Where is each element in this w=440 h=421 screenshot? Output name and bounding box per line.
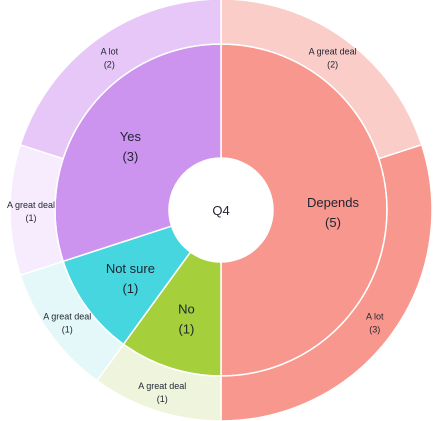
inner-ring xyxy=(54,43,388,377)
outer-label-yes-a-lot-line: (2) xyxy=(104,59,115,69)
labels: Depends (5)A great deal (2)A lot (3)No (1)A … xyxy=(7,46,384,403)
outer-slice-yes-a-lot xyxy=(19,0,222,160)
inner-label-depends: Depends (5) xyxy=(307,195,360,230)
outer-label-depends-a-great-deal-line: A great deal xyxy=(309,46,357,56)
outer-label-yes-a-great-deal-line: (1) xyxy=(26,213,37,223)
center-label: Q4 xyxy=(212,203,229,218)
outer-label-no-a-great-deal: A great deal (1) xyxy=(138,381,186,404)
outer-label-not-sure-a-great-deal: A great deal (1) xyxy=(43,312,91,335)
inner-label-not-sure-line: (1) xyxy=(122,281,138,296)
inner-label-depends-line: (5) xyxy=(325,215,341,230)
inner-label-no: No (1) xyxy=(178,302,195,337)
outer-label-yes-a-great-deal: A great deal (1) xyxy=(7,200,55,223)
inner-label-depends-line: Depends xyxy=(307,195,360,210)
outer-label-depends-a-great-deal: A great deal (2) xyxy=(309,46,357,69)
outer-label-depends-a-lot: A lot (3) xyxy=(366,312,384,335)
outer-label-depends-a-lot-line: (3) xyxy=(369,325,380,335)
outer-ring xyxy=(9,0,433,421)
inner-label-not-sure-line: Not sure xyxy=(106,261,155,276)
inner-label-no-line: (1) xyxy=(178,322,194,337)
outer-label-yes-a-lot: A lot (2) xyxy=(101,46,119,69)
inner-label-yes-line: (3) xyxy=(122,149,138,164)
center-hole xyxy=(169,158,273,262)
outer-label-yes-a-great-deal-line: A great deal xyxy=(7,200,55,210)
outer-label-no-a-great-deal-line: (1) xyxy=(157,394,168,404)
inner-label-not-sure: Not sure (1) xyxy=(106,261,155,296)
inner-label-no-line: No xyxy=(178,302,195,317)
inner-label-yes-line: Yes xyxy=(120,129,142,144)
outer-label-yes-a-lot-line: A lot xyxy=(101,46,119,56)
outer-label-depends-a-lot-line: A lot xyxy=(366,312,384,322)
outer-label-not-sure-a-great-deal-line: (1) xyxy=(62,325,73,335)
outer-label-no-a-great-deal-line: A great deal xyxy=(138,381,186,391)
outer-label-not-sure-a-great-deal-line: A great deal xyxy=(43,312,91,322)
inner-label-yes: Yes (3) xyxy=(120,129,142,164)
outer-label-depends-a-great-deal-line: (2) xyxy=(327,59,338,69)
